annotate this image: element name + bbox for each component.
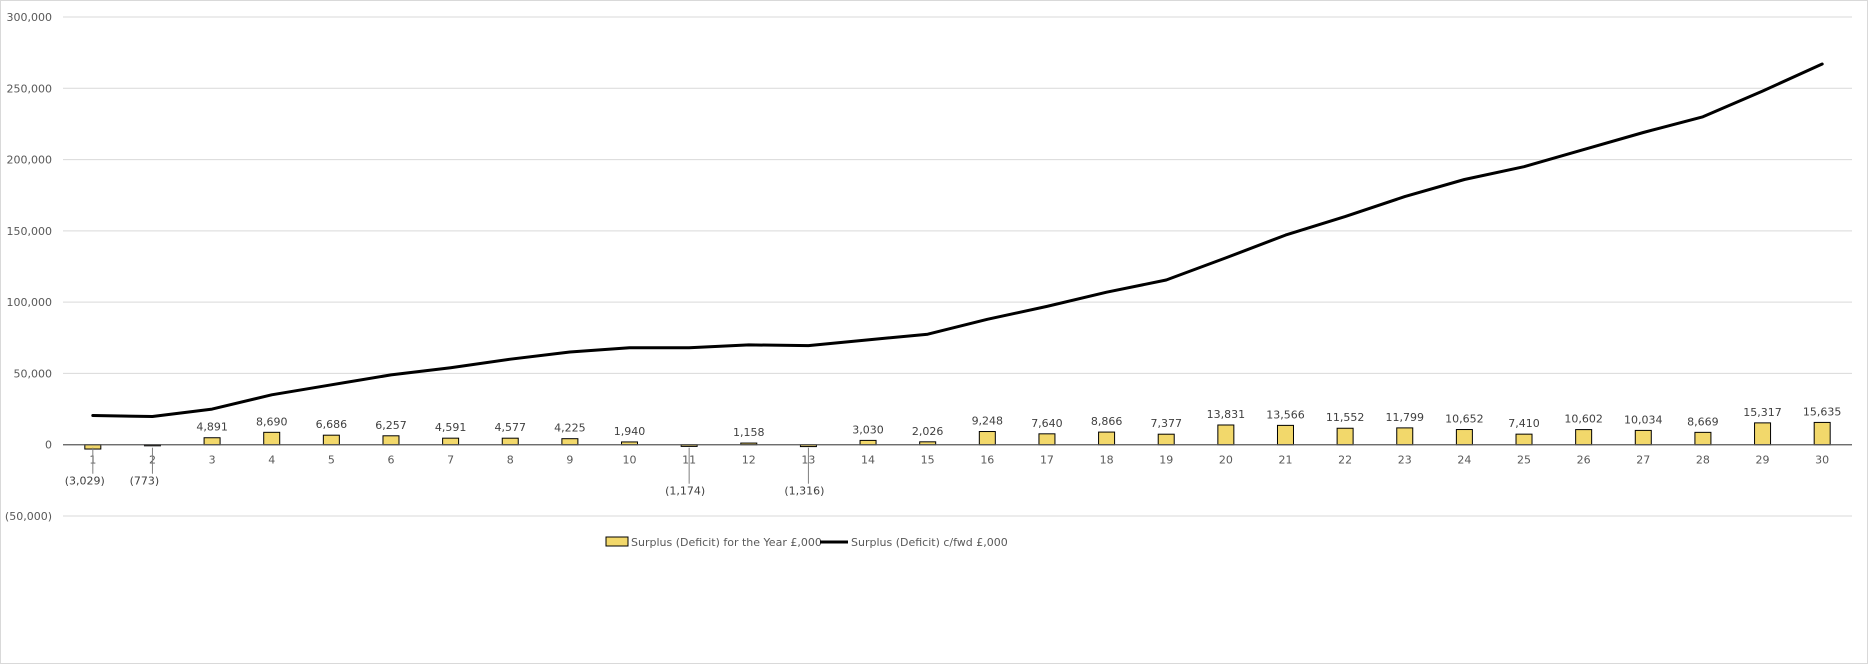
x-tick-label: 17 xyxy=(1040,454,1054,467)
x-tick-label: 20 xyxy=(1219,454,1233,467)
x-tick-label: 15 xyxy=(921,454,935,467)
data-label: 10,652 xyxy=(1445,413,1484,426)
data-label: 7,640 xyxy=(1031,417,1063,430)
x-tick-label: 18 xyxy=(1100,454,1114,467)
bar xyxy=(1158,434,1174,445)
data-label: (773) xyxy=(130,475,160,488)
data-label: 6,257 xyxy=(375,419,407,432)
data-label: (3,029) xyxy=(65,475,105,488)
bar xyxy=(1337,428,1353,444)
y-tick-label: 50,000 xyxy=(14,367,53,380)
bar xyxy=(443,438,459,445)
data-label: 15,317 xyxy=(1743,406,1782,419)
data-label: 6,686 xyxy=(316,418,348,431)
bar xyxy=(979,432,995,445)
bar xyxy=(1755,423,1771,445)
y-tick-label: 150,000 xyxy=(7,225,53,238)
bar xyxy=(264,432,280,444)
x-tick-label: 19 xyxy=(1159,454,1173,467)
bar xyxy=(1814,422,1830,444)
data-label: (1,316) xyxy=(784,485,824,498)
data-label: 1,158 xyxy=(733,426,765,439)
x-tick-label: 26 xyxy=(1577,454,1591,467)
bar xyxy=(1277,425,1293,444)
legend: Surplus (Deficit) for the Year £,000 Sur… xyxy=(606,536,1008,549)
legend-label-bar: Surplus (Deficit) for the Year £,000 xyxy=(631,536,822,549)
data-label: (1,174) xyxy=(665,485,705,498)
y-tick-label: 200,000 xyxy=(7,154,53,167)
x-tick-label: 4 xyxy=(268,454,275,467)
bar xyxy=(1576,430,1592,445)
data-label: 3,030 xyxy=(852,423,884,436)
bar xyxy=(1635,430,1651,444)
x-tick-label: 24 xyxy=(1457,454,1471,467)
x-tick-label: 8 xyxy=(507,454,514,467)
bar xyxy=(860,440,876,444)
x-tick-label: 5 xyxy=(328,454,335,467)
bar xyxy=(383,436,399,445)
data-label: 11,552 xyxy=(1326,411,1365,424)
data-label: 8,669 xyxy=(1687,415,1719,428)
x-tick-label: 12 xyxy=(742,454,756,467)
data-label: 4,891 xyxy=(196,421,228,434)
data-label: 8,690 xyxy=(256,415,288,428)
data-label: 8,866 xyxy=(1091,415,1123,428)
x-tick-label: 21 xyxy=(1278,454,1292,467)
x-tick-label: 3 xyxy=(209,454,216,467)
bar xyxy=(1218,425,1234,445)
bar xyxy=(323,435,339,445)
bar xyxy=(1099,432,1115,445)
x-tick-label: 6 xyxy=(387,454,394,467)
x-tick-label: 9 xyxy=(566,454,573,467)
x-tick-label: 29 xyxy=(1756,454,1770,467)
y-tick-label: 250,000 xyxy=(7,82,53,95)
data-label: 11,799 xyxy=(1386,411,1425,424)
bar xyxy=(1516,434,1532,445)
x-tick-label: 7 xyxy=(447,454,454,467)
x-tick-label: 22 xyxy=(1338,454,1352,467)
bar xyxy=(204,438,220,445)
y-tick-label: 0 xyxy=(45,439,52,452)
x-tick-label: 28 xyxy=(1696,454,1710,467)
x-tick-label: 16 xyxy=(980,454,994,467)
x-tick-label: 25 xyxy=(1517,454,1531,467)
x-tick-label: 23 xyxy=(1398,454,1412,467)
data-label: 10,034 xyxy=(1624,413,1663,426)
y-tick-label: 300,000 xyxy=(7,11,53,24)
bar xyxy=(1039,434,1055,445)
data-label: 2,026 xyxy=(912,425,944,438)
data-label: 7,410 xyxy=(1508,417,1540,430)
x-tick-label: 27 xyxy=(1636,454,1650,467)
data-label: 4,577 xyxy=(495,421,527,434)
data-label: 15,635 xyxy=(1803,405,1842,418)
legend-swatch-bar xyxy=(606,537,628,546)
data-label: 10,602 xyxy=(1564,413,1603,426)
data-label: 4,225 xyxy=(554,422,586,435)
bar xyxy=(562,439,578,445)
data-label: 1,940 xyxy=(614,425,646,438)
bar xyxy=(1456,430,1472,445)
data-label: 13,566 xyxy=(1266,408,1305,421)
bar xyxy=(1695,432,1711,444)
bar xyxy=(502,438,518,445)
bar xyxy=(1397,428,1413,445)
data-label: 13,831 xyxy=(1207,408,1246,421)
y-tick-label: 100,000 xyxy=(7,296,53,309)
data-label: 4,591 xyxy=(435,421,467,434)
legend-label-line: Surplus (Deficit) c/fwd £,000 xyxy=(851,536,1008,549)
y-tick-label: (50,000) xyxy=(5,510,52,523)
data-label: 9,248 xyxy=(972,415,1004,428)
x-tick-label: 30 xyxy=(1815,454,1829,467)
x-tick-label: 10 xyxy=(623,454,637,467)
x-tick-label: 14 xyxy=(861,454,875,467)
data-label: 7,377 xyxy=(1150,417,1182,430)
